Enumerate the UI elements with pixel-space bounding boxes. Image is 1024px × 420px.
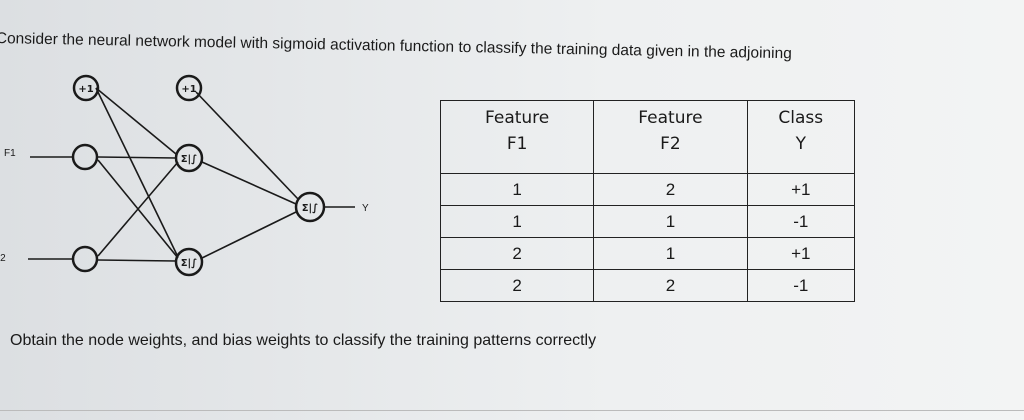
- table-header-row: Feature F1 Feature F2 Class Y: [439, 100, 856, 174]
- edge: [97, 259, 177, 262]
- output-label: Y: [362, 203, 369, 214]
- cell: 1: [593, 205, 748, 238]
- cell: 2: [593, 173, 748, 206]
- bias-label: +1: [181, 84, 196, 95]
- cell: 2: [439, 237, 595, 270]
- input-label-f2: F2: [0, 253, 6, 264]
- table-row: 2 1 +1: [439, 237, 856, 270]
- edge: [95, 87, 179, 258]
- header-f1: Feature F1: [439, 100, 595, 174]
- table-row: 2 2 -1: [439, 269, 856, 302]
- input-label-f1: F1: [4, 148, 16, 159]
- neuron-label: Σ|∫: [302, 203, 319, 214]
- neural-network-diagram: +1 +1 Σ|∫ Σ|∫ Σ|∫ F1 F2 Y: [0, 74, 369, 277]
- instruction-text: Obtain the node weights, and bias weight…: [10, 332, 597, 349]
- edge: [201, 161, 297, 205]
- divider: [0, 410, 1024, 411]
- cell: -1: [746, 205, 856, 238]
- edge: [195, 91, 299, 200]
- table-row: 1 1 -1: [439, 205, 856, 238]
- cell: -1: [746, 269, 856, 302]
- input-node-f1: [71, 143, 99, 171]
- cell: 2: [439, 269, 595, 302]
- cell: 2: [593, 269, 748, 302]
- header-class: Class Y: [746, 100, 856, 174]
- input-node-f2: [71, 245, 99, 273]
- training-data-table: Feature F1 Feature F2 Class Y 1 2 +1 1 1 -1 2 1 +…: [439, 100, 856, 302]
- cell: 1: [439, 173, 595, 206]
- edge: [97, 161, 179, 257]
- table-row: 1 2 +1: [439, 173, 856, 206]
- bias-label: +1: [78, 84, 93, 95]
- cell: 1: [593, 237, 748, 270]
- output-node: [294, 191, 326, 223]
- edge: [95, 87, 177, 155]
- bias-node-hidden: [175, 74, 203, 102]
- neuron-label: Σ|∫: [181, 258, 198, 269]
- neuron-label: Σ|∫: [181, 154, 198, 165]
- edge: [97, 156, 177, 159]
- cell: 1: [439, 205, 595, 238]
- cell: +1: [746, 173, 856, 206]
- cell: +1: [746, 237, 856, 270]
- bias-node-input: [72, 74, 100, 102]
- header-f2: Feature F2: [593, 100, 748, 174]
- hidden-node-1: [174, 143, 204, 173]
- edge: [201, 211, 297, 259]
- hidden-node-2: [174, 247, 204, 277]
